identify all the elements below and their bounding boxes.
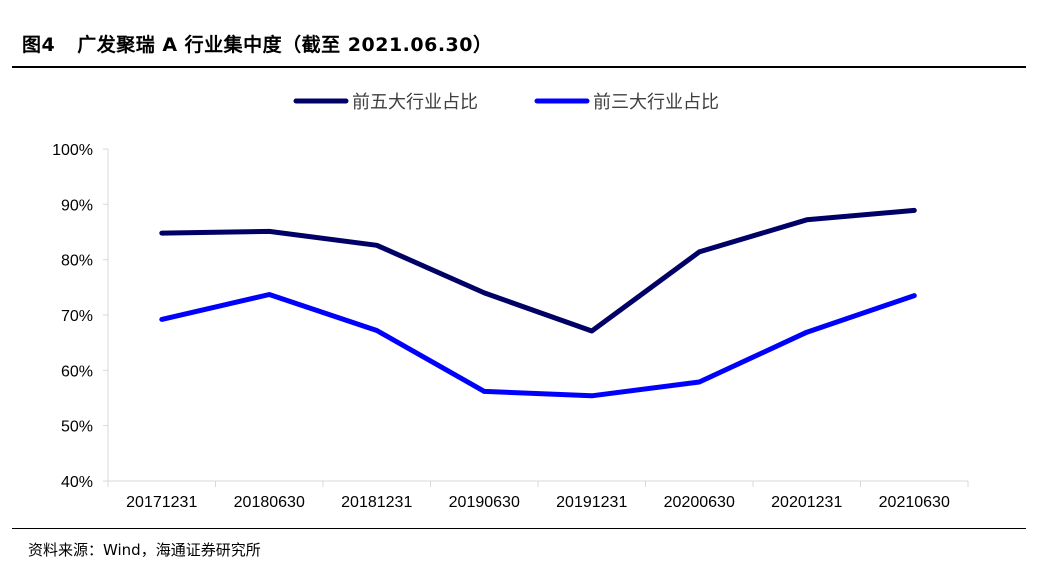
x-tick-label: 20200630 xyxy=(664,494,735,511)
y-tick-label: 100% xyxy=(52,142,93,159)
y-tick-label: 40% xyxy=(61,474,93,491)
figure-number: 图4 xyxy=(22,34,56,56)
x-tick-label: 20171231 xyxy=(126,494,197,511)
x-axis: 20171231 20180630 20181231 20190630 20191231… xyxy=(107,480,969,511)
x-tick-label: 20181231 xyxy=(341,494,412,511)
legend-label: 前五大行业占比 xyxy=(352,92,478,113)
figure-header: 图4 广发聚瑞 A 行业集中度（截至 2021.06.30） xyxy=(12,22,1026,66)
x-tick-label: 20210630 xyxy=(879,494,950,511)
x-tick-label: 20191231 xyxy=(556,494,627,511)
series-line-1 xyxy=(159,207,917,334)
y-tick-label: 50% xyxy=(61,419,93,436)
y-tick-label: 80% xyxy=(61,253,93,270)
legend-label: 前三大行业占比 xyxy=(593,92,719,113)
y-tick-label: 70% xyxy=(61,308,93,325)
x-tick-label: 20180630 xyxy=(234,494,305,511)
header-rule xyxy=(12,66,1026,68)
chart-series xyxy=(159,207,917,399)
series-line-2 xyxy=(159,292,917,399)
figure-title: 图4 广发聚瑞 A 行业集中度（截至 2021.06.30） xyxy=(22,30,492,57)
y-axis: 40% 50% 60% 70% 80% 90% 100% xyxy=(52,142,109,491)
source-note: 资料来源：Wind，海通证券研究所 xyxy=(28,541,261,559)
x-tick-label: 20190630 xyxy=(449,494,520,511)
y-tick-label: 60% xyxy=(61,363,93,380)
y-tick-label: 90% xyxy=(61,197,93,214)
chart-legend: 前五大行业占比 前三大行业占比 xyxy=(293,92,719,113)
footer-rule xyxy=(12,528,1026,529)
x-tick-label: 20201231 xyxy=(771,494,842,511)
figure-title-text: 广发聚瑞 A 行业集中度（截至 2021.06.30） xyxy=(77,34,493,56)
